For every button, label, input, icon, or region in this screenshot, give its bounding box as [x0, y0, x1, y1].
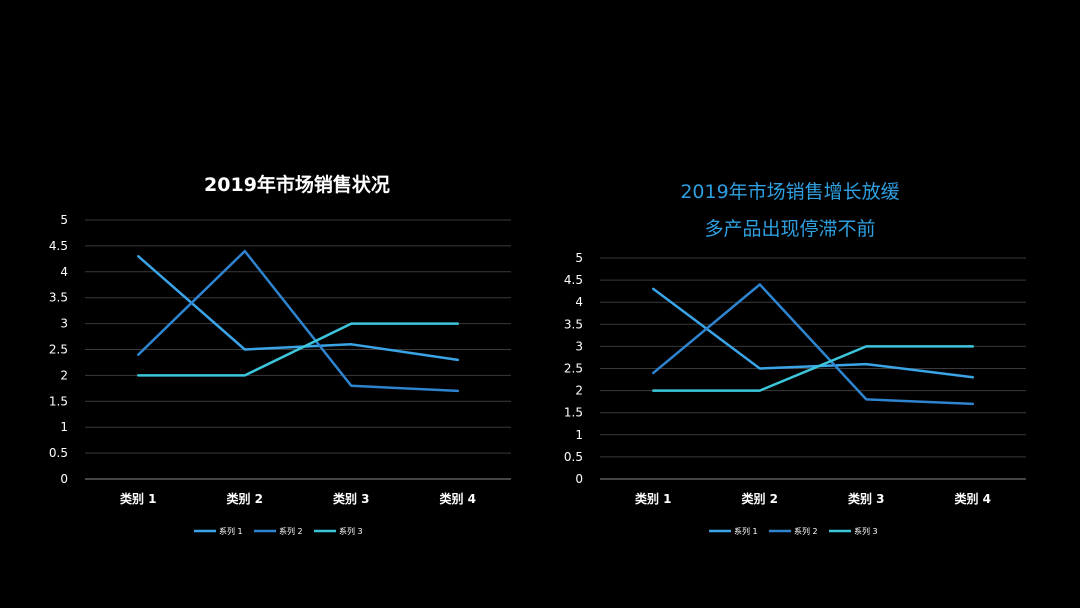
- legend-label-1: 系列 1: [219, 526, 243, 536]
- legend-label-2: 系列 2: [794, 526, 818, 536]
- y-tick-label: 1: [60, 420, 68, 434]
- y-tick-label: 3.5: [49, 291, 68, 305]
- chart-1: 0 0.5 1 1.5 2 2.5 3 3.5 4 4.5 5 类别 1 类别 2 类别 3 类别 4 系列 …: [49, 213, 511, 536]
- y-tick-label: 1.5: [564, 406, 583, 420]
- y-tick-label: 0.5: [49, 446, 68, 460]
- x-tick-label: 类别 4: [954, 491, 991, 506]
- y-tick-label: 4.5: [49, 239, 68, 253]
- y-tick-label: 5: [60, 213, 68, 227]
- y-tick-label: 3: [60, 317, 68, 331]
- x-tick-label: 类别 3: [333, 491, 370, 506]
- y-tick-label: 2: [60, 368, 68, 382]
- y-tick-label: 1: [575, 428, 583, 442]
- x-tick-label: 类别 1: [120, 491, 157, 506]
- x-tick-label: 类别 4: [439, 491, 476, 506]
- series-line-2: [137, 249, 460, 393]
- y-tick-label: 3.5: [564, 317, 583, 331]
- y-tick-label: 0: [575, 472, 583, 486]
- x-tick-label: 类别 2: [226, 491, 263, 506]
- y-tick-label: 1.5: [49, 394, 68, 408]
- y-tick-label: 3: [575, 339, 583, 353]
- legend-label-3: 系列 3: [854, 526, 878, 536]
- y-tick-label: 4: [575, 295, 583, 309]
- series-line-2: [652, 283, 975, 406]
- x-tick-label: 类别 1: [635, 491, 672, 506]
- y-tick-label: 0: [60, 472, 68, 486]
- series-line-3: [137, 322, 460, 377]
- y-tick-label: 2.5: [49, 343, 68, 357]
- legend-label-2: 系列 2: [279, 526, 303, 536]
- chart-title-right-line-1: 2019年市场销售增长放缓: [680, 181, 900, 203]
- legend-label-3: 系列 3: [339, 526, 363, 536]
- legend-label-1: 系列 1: [734, 526, 758, 536]
- chart-title-right: 2019年市场销售增长放缓 多产品出现停滞不前: [596, 174, 984, 248]
- chart-title-left: 2019年市场销售状况: [204, 174, 390, 196]
- y-tick-label: 2: [575, 384, 583, 398]
- y-tick-label: 0.5: [564, 450, 583, 464]
- y-tick-label: 4.5: [564, 273, 583, 287]
- chart-title-right-line-2: 多产品出现停滞不前: [704, 218, 876, 240]
- y-tick-label: 4: [60, 265, 68, 279]
- x-tick-label: 类别 3: [848, 491, 885, 506]
- y-tick-label: 5: [575, 251, 583, 265]
- y-tick-label: 2.5: [564, 362, 583, 376]
- series-line-3: [652, 345, 975, 392]
- x-tick-label: 类别 2: [741, 491, 778, 506]
- chart-2: 0 0.5 1 1.5 2 2.5 3 3.5 4 4.5 5 类别 1 类别 2 类别 3 类别 4 系列 …: [564, 251, 1026, 536]
